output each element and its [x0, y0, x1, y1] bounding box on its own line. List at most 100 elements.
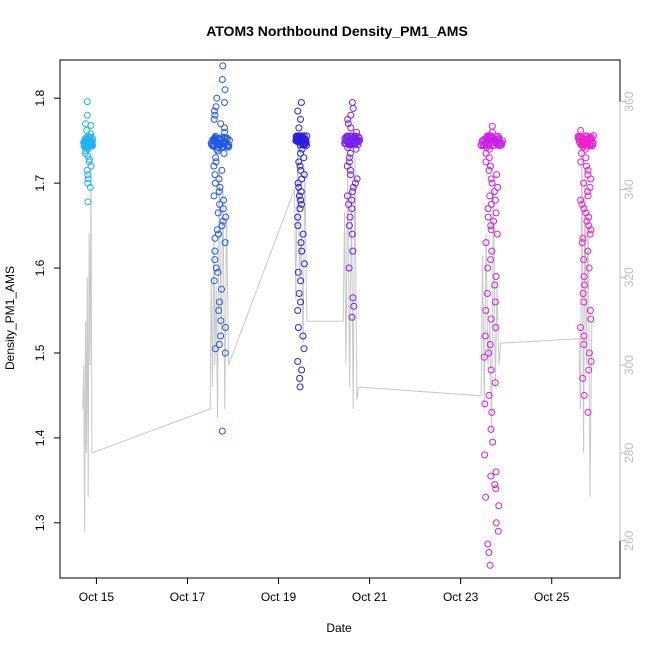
data-point	[486, 192, 494, 200]
data-point	[296, 162, 304, 170]
data-point	[216, 298, 223, 306]
data-point	[221, 239, 229, 247]
data-point	[580, 256, 588, 264]
data-point	[221, 124, 228, 132]
data-point	[221, 349, 229, 357]
y2-tick-label: 320	[622, 267, 636, 287]
data-point	[300, 260, 308, 268]
data-point	[217, 332, 225, 340]
data-point	[577, 196, 585, 204]
data-point	[219, 62, 227, 70]
data-point	[485, 145, 493, 153]
data-point	[215, 230, 222, 238]
series-2	[207, 62, 233, 435]
data-point	[585, 349, 593, 357]
data-point	[297, 277, 305, 285]
data-point	[348, 137, 355, 145]
x-tick-label: Oct 15	[79, 590, 115, 604]
data-point	[219, 217, 227, 225]
data-point	[295, 192, 303, 200]
data-point	[492, 324, 500, 331]
data-point	[212, 158, 220, 166]
data-point	[294, 307, 302, 314]
data-point	[298, 175, 306, 183]
data-point	[579, 234, 587, 242]
data-point	[584, 188, 592, 196]
data-point	[588, 135, 596, 143]
data-point	[297, 298, 304, 306]
y-tick-label: 1.4	[33, 429, 47, 446]
data-point	[492, 209, 500, 217]
series-5	[477, 122, 506, 569]
data-point	[353, 175, 361, 183]
data-point	[296, 205, 304, 213]
data-point	[215, 175, 223, 183]
data-point	[578, 239, 586, 247]
data-point	[481, 451, 489, 459]
data-point	[345, 222, 353, 230]
data-point	[582, 145, 590, 153]
data-point	[480, 353, 488, 361]
data-point	[491, 481, 499, 489]
data-point	[297, 149, 304, 157]
data-point	[85, 158, 93, 166]
data-point	[218, 166, 226, 174]
data-point	[347, 166, 354, 174]
data-point	[484, 540, 492, 548]
data-point	[218, 222, 226, 230]
data-point	[485, 549, 493, 556]
data-point	[211, 256, 219, 264]
data-point	[585, 366, 593, 374]
data-point	[215, 307, 223, 314]
data-point	[584, 247, 592, 255]
data-point	[584, 192, 592, 200]
data-point	[586, 230, 594, 238]
data-point	[215, 188, 223, 196]
data-point	[349, 104, 357, 112]
data-point	[349, 294, 357, 302]
secondary-line-layer	[82, 145, 593, 532]
data-point	[297, 188, 305, 196]
data-point	[297, 99, 305, 106]
data-point	[348, 99, 356, 106]
data-point	[300, 345, 308, 353]
data-point	[347, 111, 355, 119]
series-3	[292, 99, 311, 391]
data-point	[349, 247, 357, 255]
data-point	[211, 171, 219, 179]
data-point	[210, 162, 218, 170]
data-point	[585, 222, 593, 230]
data-point	[83, 111, 91, 119]
data-point	[294, 358, 302, 365]
y-axis-label: Density_PM1_AMS	[3, 266, 17, 370]
data-point	[487, 315, 495, 323]
data-point	[485, 154, 493, 162]
data-point	[87, 121, 95, 129]
data-point	[214, 209, 222, 217]
data-point	[221, 324, 229, 331]
y2-tick-label: 300	[622, 355, 636, 375]
data-point	[211, 345, 219, 353]
data-point	[482, 149, 490, 157]
data-point	[298, 145, 306, 153]
data-point	[482, 307, 490, 314]
data-point	[221, 99, 228, 106]
data-point	[491, 196, 499, 204]
data-point	[295, 124, 303, 132]
data-point	[347, 124, 355, 132]
data-point	[580, 332, 588, 340]
data-point	[211, 142, 219, 150]
data-point	[86, 183, 94, 191]
scatter-points-layer	[80, 62, 598, 569]
data-point	[343, 192, 351, 200]
data-point	[491, 298, 499, 306]
data-point	[490, 188, 498, 196]
data-point	[487, 175, 495, 183]
x-tick-label: Oct 21	[352, 590, 388, 604]
data-point	[583, 162, 590, 170]
data-point	[353, 128, 360, 136]
data-point	[586, 307, 594, 314]
data-point	[487, 472, 495, 480]
data-point	[484, 264, 492, 272]
chart-title: ATOM3 Northbound Density_PM1_AMS	[206, 23, 468, 39]
